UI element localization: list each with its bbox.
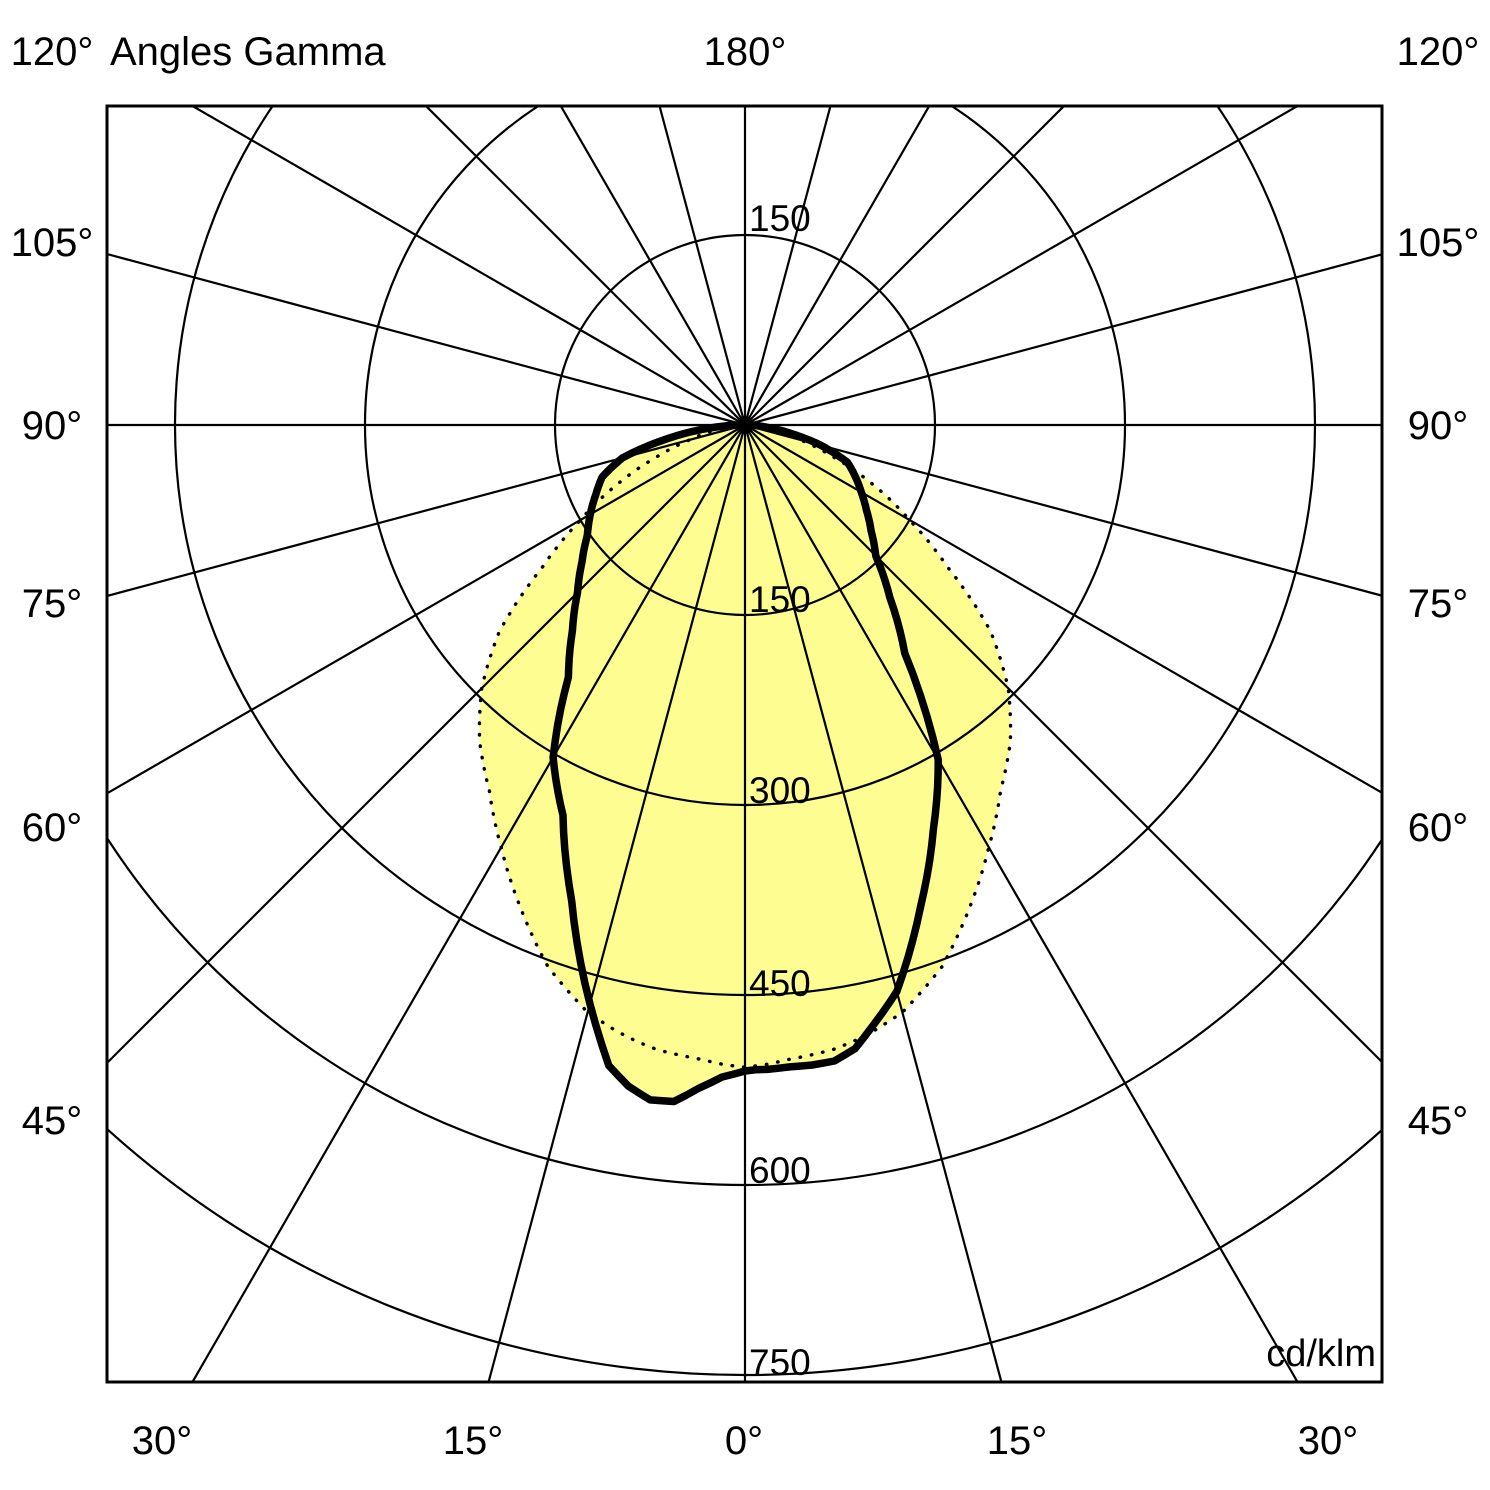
angle-label-right-60: 60°: [1408, 806, 1469, 850]
gamma-ray-15: [743, 424, 1003, 1382]
dotted-curve-path: [477, 423, 1013, 1069]
gamma-ray-120: [744, 106, 1300, 426]
angle-label-right-90: 90°: [1408, 404, 1469, 448]
solid-curve-path: [549, 421, 942, 1106]
ring-label-300: 300: [749, 770, 811, 811]
angle-label-bottom-30L: 30°: [132, 1419, 193, 1463]
angle-label-top-180: 180°: [704, 30, 787, 74]
gamma-ray-315: [107, 424, 746, 1065]
gamma-ray-135: [744, 106, 1066, 426]
gamma-ray-285: [107, 423, 746, 598]
angle-label-right-105: 105°: [1397, 221, 1480, 265]
gamma-ray-105: [744, 253, 1382, 427]
polar-origin: [736, 416, 754, 434]
angle-label-left-45: 45°: [22, 1099, 83, 1143]
unit-label: cd/klm: [1266, 1333, 1376, 1375]
angle-label-bottom-15L: 15°: [443, 1419, 504, 1463]
chart-labels: Angles Gamma 180° 120° 105° 90° 75° 60° 45° 120°…: [11, 30, 1480, 1463]
chart-frame: [105, 104, 1384, 1384]
gamma-ray-210: [559, 106, 746, 426]
gamma-ray-60: [744, 424, 1382, 795]
angle-label-bottom-0: 0°: [725, 1419, 763, 1463]
angle-label-right-45: 45°: [1408, 1099, 1469, 1143]
angle-label-left-105: 105°: [11, 221, 94, 265]
chart-title: Angles Gamma: [110, 30, 386, 74]
gamma-ray-150: [744, 106, 931, 426]
gamma-ray-75: [744, 423, 1382, 597]
angle-label-bottom-30R: 30°: [1298, 1419, 1359, 1463]
gamma-ray-240: [190, 106, 746, 426]
angle-label-left-90: 90°: [22, 404, 83, 448]
dotted-intensity-curve: [477, 423, 1013, 1069]
gamma-ray-165: [743, 106, 832, 426]
angle-label-left-75: 75°: [22, 582, 83, 626]
polar-origin-dot: [736, 416, 754, 434]
angle-label-right-75: 75°: [1408, 582, 1469, 626]
gamma-ray-345: [487, 424, 747, 1382]
gamma-ray-225: [424, 106, 746, 426]
gamma-ray-30: [744, 424, 1299, 1382]
angle-label-right-120: 120°: [1397, 30, 1480, 74]
angle-label-left-60: 60°: [22, 806, 83, 850]
ring-label-750: 750: [749, 1342, 811, 1383]
ring-label-450: 450: [749, 963, 811, 1004]
gamma-ray-300: [107, 424, 746, 795]
angle-label-bottom-15R: 15°: [987, 1419, 1048, 1463]
solid-intensity-curve: [549, 421, 942, 1106]
ring-label-600: 600: [749, 1150, 811, 1191]
gamma-ray-45: [744, 424, 1382, 1064]
ring-label-150-lower: 150: [749, 579, 811, 620]
gamma-ray-255: [107, 252, 746, 427]
ring-label-150-upper: 150: [749, 198, 811, 239]
angle-label-left-120: 120°: [11, 30, 94, 74]
gamma-ray-330: [191, 424, 746, 1382]
gamma-ray-195: [658, 106, 747, 426]
